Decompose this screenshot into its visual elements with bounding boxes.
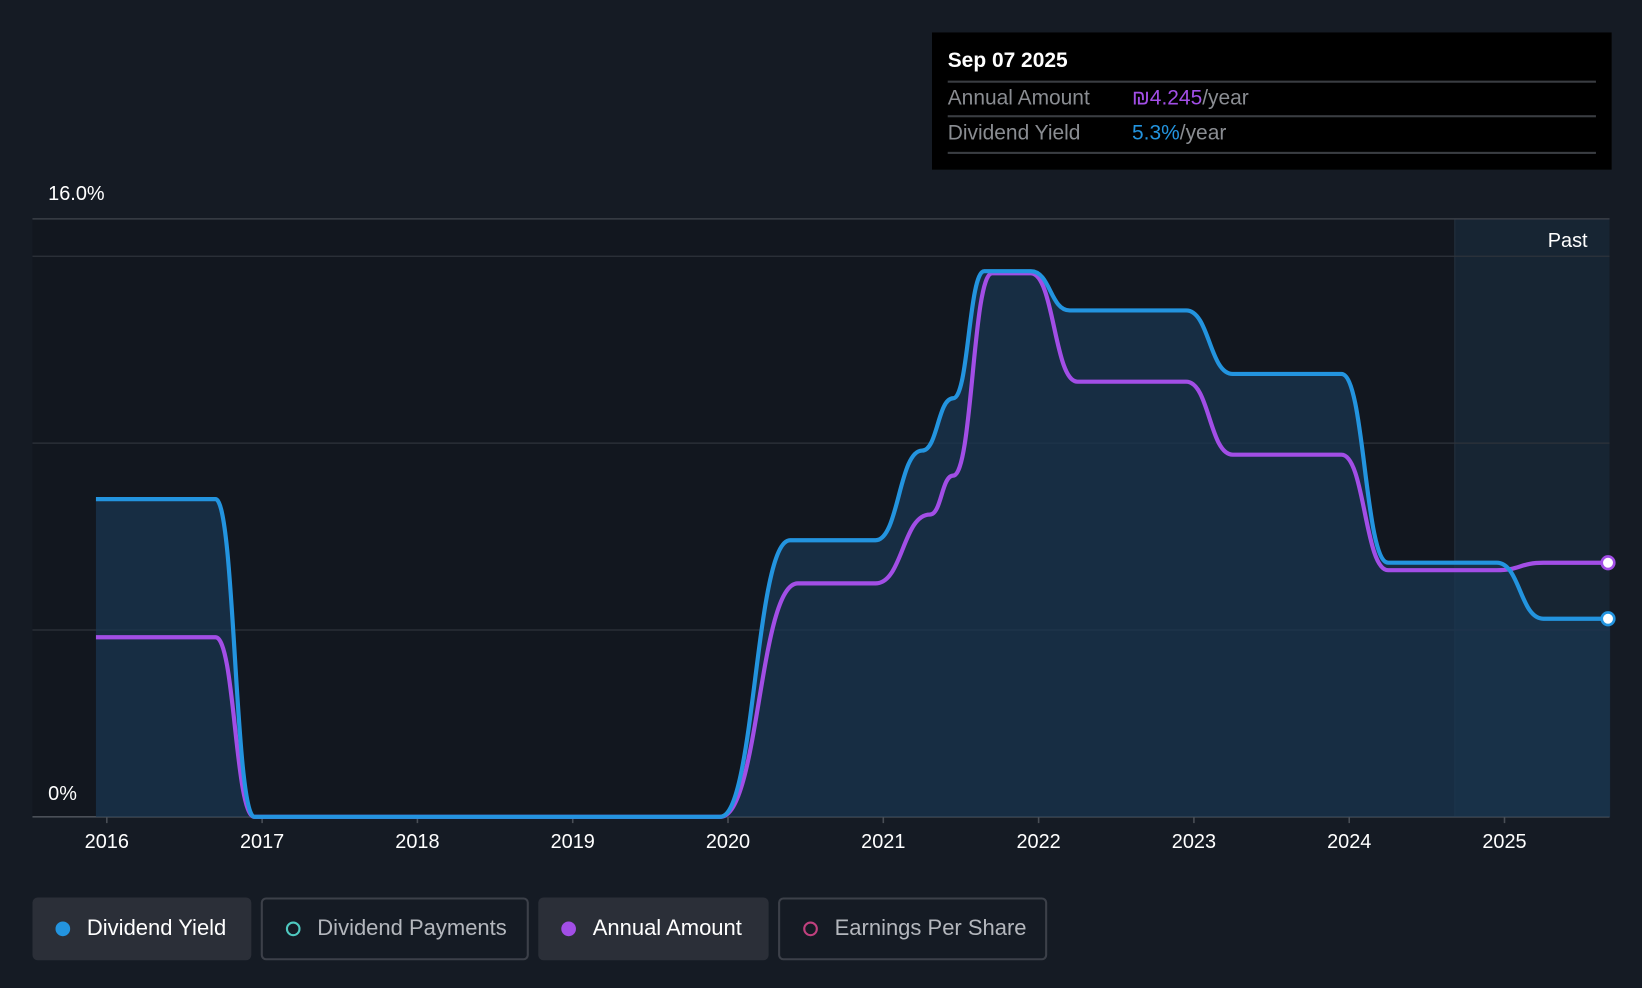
dividend-yield-area [95,271,1611,817]
x-tick-label: 2018 [395,831,440,854]
filled-dot-icon [561,921,576,937]
past-label: Past [1547,230,1588,253]
legend-annual-amount[interactable]: Annual Amount [538,897,769,961]
x-tick-label: 2022 [1016,831,1061,854]
legend-label: Earnings Per Share [834,916,1027,941]
tooltip: Sep 07 2025 Annual Amount ₪4.245/year Div… [932,32,1612,170]
x-tick-label: 2025 [1482,831,1527,854]
legend-label: Annual Amount [592,916,742,941]
dividend-yield-end-marker [1600,611,1616,627]
tooltip-row-annual-amount: Annual Amount ₪4.245/year [947,80,1596,117]
x-tick-label: 2016 [84,831,129,854]
tooltip-unit: /year [1179,121,1227,145]
tooltip-date: Sep 07 2025 [947,49,1068,73]
x-tick-label: 2023 [1171,831,1217,854]
tooltip-value: 5.3% [1132,121,1180,145]
tooltip-label: Annual Amount [947,86,1090,110]
x-tick-label: 2019 [550,831,595,854]
tooltip-row-dividend-yield: Dividend Yield 5.3%/year [947,115,1596,151]
legend-earnings-per-share[interactable]: Earnings Per Share [778,897,1048,961]
hollow-dot-icon [285,921,301,937]
tooltip-value: ₪4.245 [1132,86,1203,110]
y-axis-max-label: 16.0% [48,183,105,206]
x-tick-label: 2020 [705,831,751,854]
x-tick-label: 2017 [239,831,285,854]
x-tick-label: 2024 [1327,831,1372,854]
legend-dividend-payments[interactable]: Dividend Payments [260,897,529,961]
x-tick-label: 2021 [861,831,906,854]
tooltip-unit: /year [1202,86,1249,110]
legend-label: Dividend Yield [86,916,227,941]
tooltip-label: Dividend Yield [947,121,1081,145]
dividend-yield-line [95,269,1611,819]
y-axis-min-label: 0% [48,783,77,806]
legend-label: Dividend Payments [317,916,507,941]
annual-amount-end-marker [1600,555,1616,571]
filled-dot-icon [55,921,71,937]
hollow-dot-icon [803,921,818,937]
legend-dividend-yield[interactable]: Dividend Yield [32,897,252,961]
